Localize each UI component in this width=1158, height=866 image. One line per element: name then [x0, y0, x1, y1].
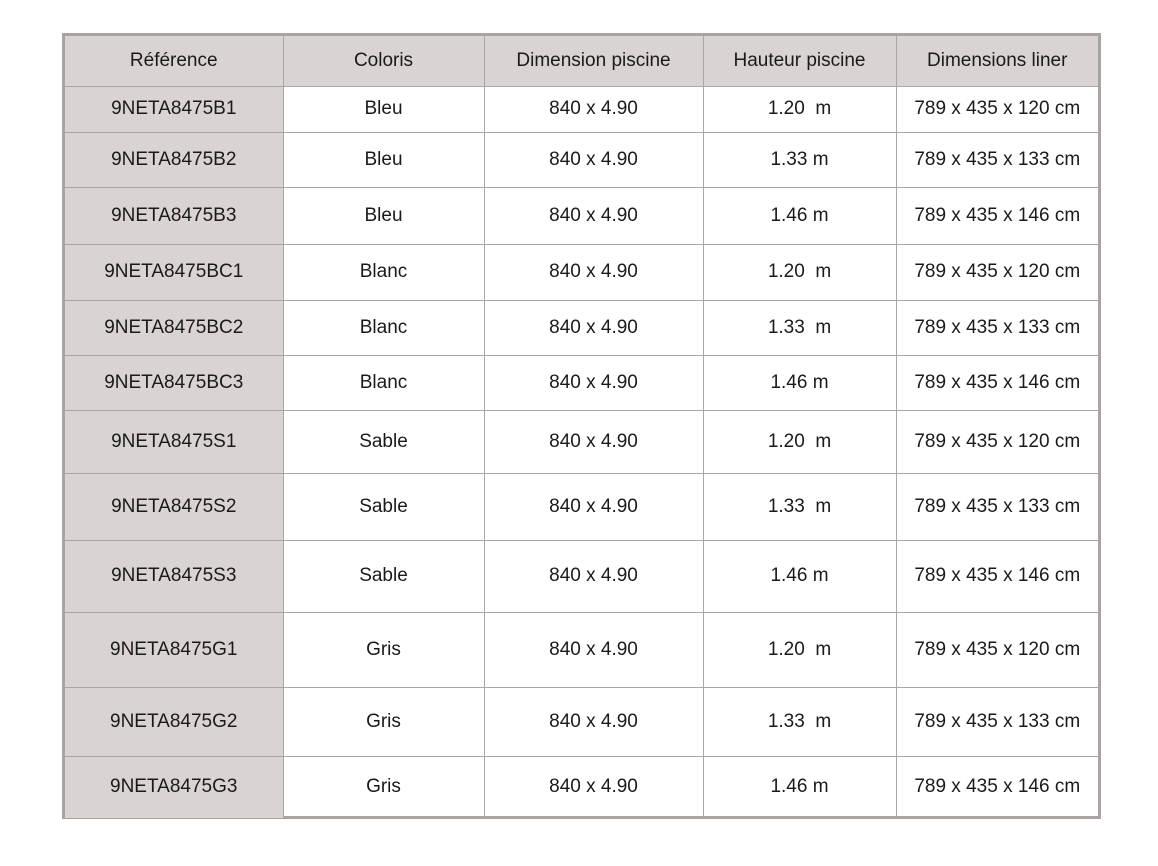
- cell-dimension-piscine: 840 x 4.90: [483, 409, 704, 474]
- header-dimension-piscine: Dimension piscine: [483, 36, 704, 87]
- table-row: 9NETA8475S1 Sable 840 x 4.90 1.20 m 789 x 43…: [65, 409, 1098, 474]
- cell-coloris: Bleu: [282, 131, 485, 188]
- cell-dimensions-liner: 789 x 435 x 133 cm: [895, 472, 1098, 541]
- table-row: 9NETA8475G1 Gris 840 x 4.90 1.20 m 789 x 435…: [65, 611, 1098, 688]
- cell-dimension-piscine: 840 x 4.90: [483, 755, 704, 818]
- cell-dimension-piscine: 840 x 4.90: [483, 131, 704, 188]
- cell-hauteur-piscine: 1.20 m: [702, 409, 897, 474]
- cell-reference: 9NETA8475S1: [65, 409, 284, 474]
- table-row: 9NETA8475G3 Gris 840 x 4.90 1.46 m 789 x 435…: [65, 755, 1098, 818]
- cell-dimension-piscine: 840 x 4.90: [483, 611, 704, 688]
- header-hauteur-piscine: Hauteur piscine: [702, 36, 897, 87]
- cell-reference: 9NETA8475BC3: [65, 354, 284, 411]
- cell-coloris: Bleu: [282, 186, 485, 245]
- cell-dimensions-liner: 789 x 435 x 133 cm: [895, 299, 1098, 356]
- cell-reference: 9NETA8475G3: [65, 755, 284, 818]
- cell-dimensions-liner: 789 x 435 x 120 cm: [895, 85, 1098, 133]
- pool-spec-table: Référence Coloris Dimension piscine Hauteur…: [62, 33, 1101, 819]
- cell-coloris: Blanc: [282, 299, 485, 356]
- table-row: 9NETA8475BC3 Blanc 840 x 4.90 1.46 m 789 x 4…: [65, 354, 1098, 411]
- cell-coloris: Blanc: [282, 243, 485, 301]
- cell-dimension-piscine: 840 x 4.90: [483, 85, 704, 133]
- cell-dimension-piscine: 840 x 4.90: [483, 472, 704, 541]
- cell-coloris: Gris: [282, 686, 485, 757]
- table-row: 9NETA8475BC2 Blanc 840 x 4.90 1.33 m 789 x 4…: [65, 299, 1098, 356]
- cell-reference: 9NETA8475BC2: [65, 299, 284, 356]
- cell-hauteur-piscine: 1.20 m: [702, 85, 897, 133]
- cell-hauteur-piscine: 1.46 m: [702, 186, 897, 245]
- cell-dimensions-liner: 789 x 435 x 120 cm: [895, 243, 1098, 301]
- cell-reference: 9NETA8475B3: [65, 186, 284, 245]
- table-row: 9NETA8475S3 Sable 840 x 4.90 1.46 m 789 x 43…: [65, 539, 1098, 613]
- cell-hauteur-piscine: 1.46 m: [702, 755, 897, 818]
- cell-reference: 9NETA8475G2: [65, 686, 284, 757]
- table-row: 9NETA8475B2 Bleu 840 x 4.90 1.33 m 789 x 435…: [65, 131, 1098, 188]
- cell-hauteur-piscine: 1.33 m: [702, 472, 897, 541]
- cell-reference: 9NETA8475G1: [65, 611, 284, 688]
- cell-hauteur-piscine: 1.33 m: [702, 299, 897, 356]
- cell-dimension-piscine: 840 x 4.90: [483, 186, 704, 245]
- cell-coloris: Sable: [282, 409, 485, 474]
- cell-coloris: Sable: [282, 472, 485, 541]
- cell-coloris: Gris: [282, 755, 485, 818]
- table-row: 9NETA8475S2 Sable 840 x 4.90 1.33 m 789 x 43…: [65, 472, 1098, 541]
- cell-dimensions-liner: 789 x 435 x 133 cm: [895, 686, 1098, 757]
- cell-dimension-piscine: 840 x 4.90: [483, 686, 704, 757]
- cell-dimensions-liner: 789 x 435 x 133 cm: [895, 131, 1098, 188]
- cell-dimensions-liner: 789 x 435 x 146 cm: [895, 186, 1098, 245]
- cell-hauteur-piscine: 1.20 m: [702, 243, 897, 301]
- table-row: 9NETA8475B1 Bleu 840 x 4.90 1.20 m 789 x 435…: [65, 85, 1098, 133]
- header-row: Référence Coloris Dimension piscine Hauteur…: [65, 36, 1098, 87]
- cell-dimension-piscine: 840 x 4.90: [483, 243, 704, 301]
- cell-coloris: Gris: [282, 611, 485, 688]
- cell-hauteur-piscine: 1.46 m: [702, 539, 897, 613]
- cell-coloris: Blanc: [282, 354, 485, 411]
- cell-hauteur-piscine: 1.20 m: [702, 611, 897, 688]
- table-row: 9NETA8475BC1 Blanc 840 x 4.90 1.20 m 789 x 4…: [65, 243, 1098, 301]
- table-row: 9NETA8475B3 Bleu 840 x 4.90 1.46 m 789 x 435…: [65, 186, 1098, 245]
- header-reference: Référence: [65, 36, 284, 87]
- cell-hauteur-piscine: 1.33 m: [702, 131, 897, 188]
- cell-coloris: Sable: [282, 539, 485, 613]
- cell-hauteur-piscine: 1.33 m: [702, 686, 897, 757]
- cell-reference: 9NETA8475BC1: [65, 243, 284, 301]
- cell-dimensions-liner: 789 x 435 x 146 cm: [895, 755, 1098, 818]
- cell-dimension-piscine: 840 x 4.90: [483, 299, 704, 356]
- cell-reference: 9NETA8475B2: [65, 131, 284, 188]
- cell-dimensions-liner: 789 x 435 x 120 cm: [895, 409, 1098, 474]
- cell-reference: 9NETA8475B1: [65, 85, 284, 133]
- cell-dimensions-liner: 789 x 435 x 120 cm: [895, 611, 1098, 688]
- cell-hauteur-piscine: 1.46 m: [702, 354, 897, 411]
- cell-dimension-piscine: 840 x 4.90: [483, 354, 704, 411]
- cell-reference: 9NETA8475S2: [65, 472, 284, 541]
- header-coloris: Coloris: [282, 36, 485, 87]
- header-dimensions-liner: Dimensions liner: [895, 36, 1098, 87]
- cell-coloris: Bleu: [282, 85, 485, 133]
- cell-dimension-piscine: 840 x 4.90: [483, 539, 704, 613]
- table-row: 9NETA8475G2 Gris 840 x 4.90 1.33 m 789 x 435…: [65, 686, 1098, 757]
- cell-dimensions-liner: 789 x 435 x 146 cm: [895, 354, 1098, 411]
- cell-reference: 9NETA8475S3: [65, 539, 284, 613]
- cell-dimensions-liner: 789 x 435 x 146 cm: [895, 539, 1098, 613]
